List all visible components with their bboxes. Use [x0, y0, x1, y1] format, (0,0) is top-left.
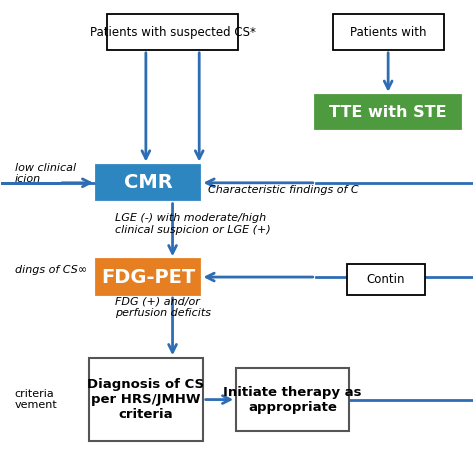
Text: CMR: CMR: [124, 173, 173, 192]
Text: LGE (-) with moderate/high
clinical suspicion or LGE (+): LGE (-) with moderate/high clinical susp…: [115, 213, 271, 235]
FancyBboxPatch shape: [333, 14, 444, 50]
Text: Patients with suspected CS*: Patients with suspected CS*: [90, 26, 255, 38]
Text: criteria
vement: criteria vement: [15, 389, 57, 410]
Text: FDG-PET: FDG-PET: [101, 267, 195, 287]
FancyBboxPatch shape: [107, 14, 238, 50]
Text: dings of CS∞: dings of CS∞: [15, 265, 87, 275]
Text: Patients with: Patients with: [350, 26, 427, 38]
Text: FDG (+) and/or
perfusion deficits: FDG (+) and/or perfusion deficits: [115, 297, 211, 319]
Text: low clinical
icion: low clinical icion: [15, 163, 76, 184]
FancyBboxPatch shape: [89, 358, 202, 441]
Text: TTE with STE: TTE with STE: [329, 105, 447, 119]
FancyBboxPatch shape: [236, 368, 349, 431]
Text: Initiate therapy as
appropriate: Initiate therapy as appropriate: [223, 385, 362, 414]
Text: Contin: Contin: [367, 273, 405, 286]
FancyBboxPatch shape: [96, 165, 201, 201]
Text: Diagnosis of CS
per HRS/JMHW
criteria: Diagnosis of CS per HRS/JMHW criteria: [87, 378, 204, 421]
FancyBboxPatch shape: [315, 95, 462, 129]
Text: Characteristic findings of C: Characteristic findings of C: [208, 185, 359, 195]
FancyBboxPatch shape: [96, 259, 201, 295]
FancyBboxPatch shape: [347, 264, 425, 295]
